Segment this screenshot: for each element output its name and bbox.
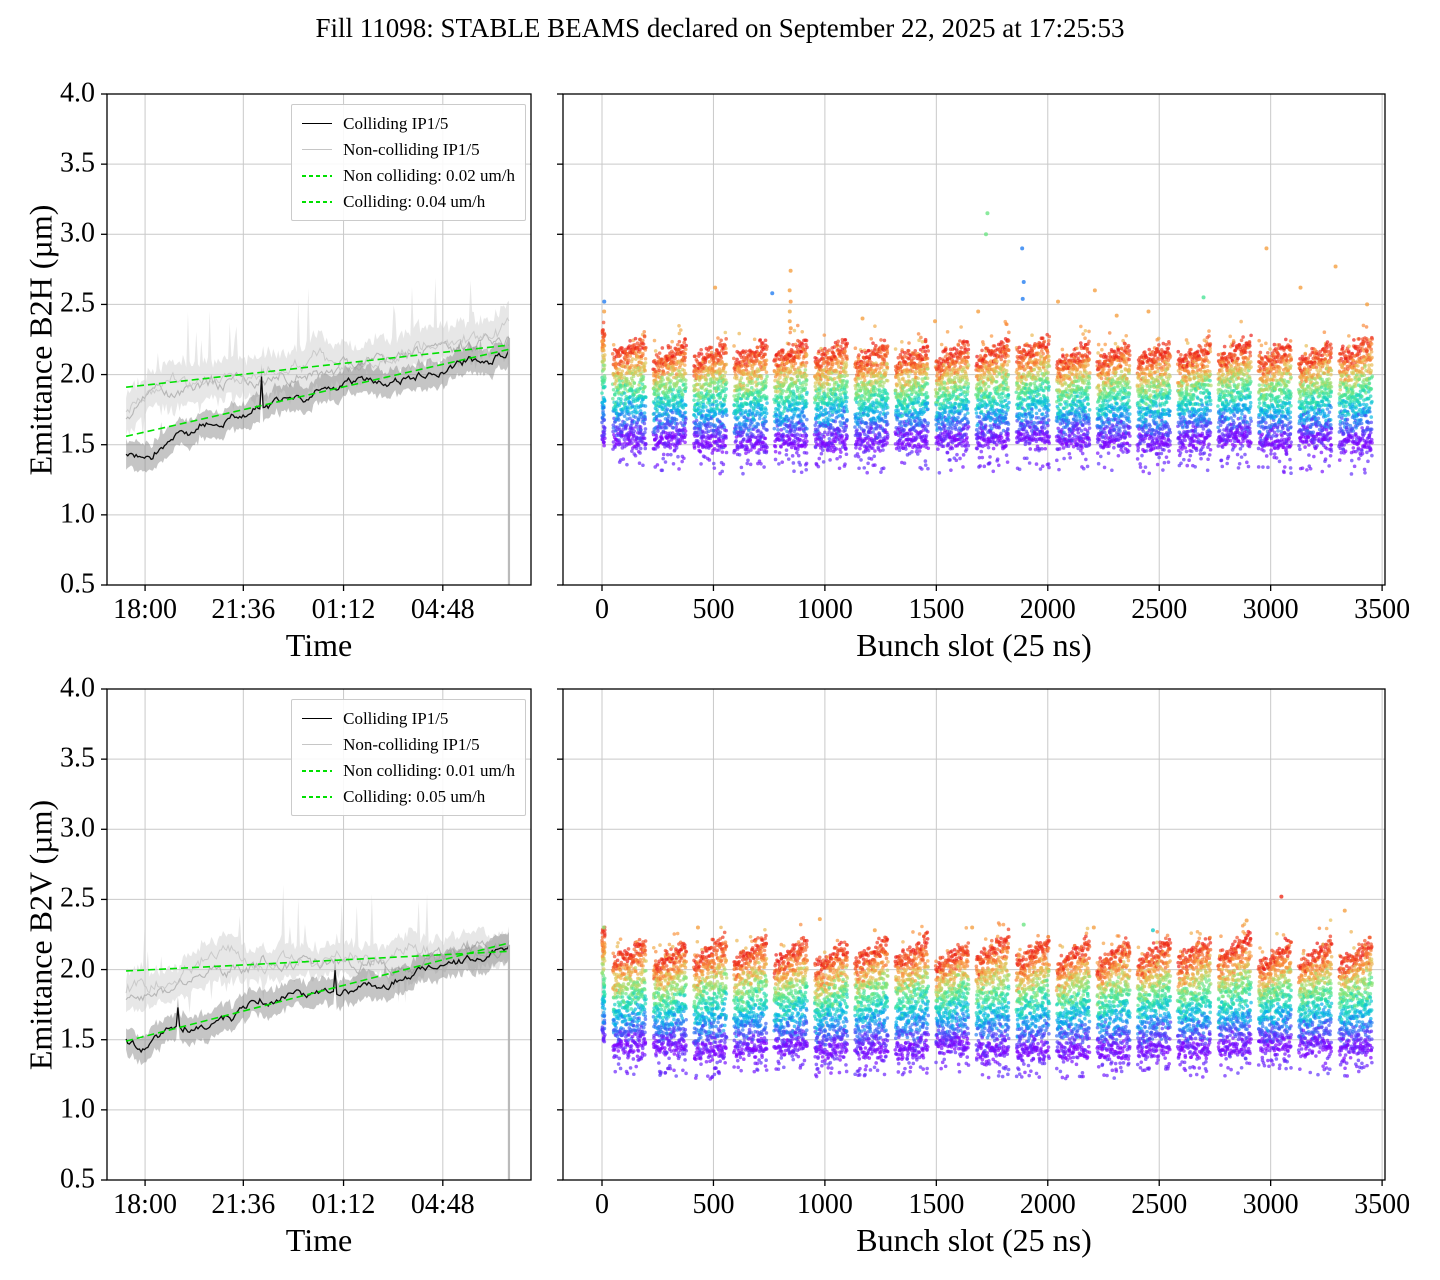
legend-entry: Non-colliding IP1/5 [302,734,515,755]
legend-entry: Non-colliding IP1/5 [302,139,515,160]
dashed-line-sample-icon [302,769,333,772]
legend-entry: Colliding IP1/5 [302,708,515,729]
legend-entry: Non colliding: 0.02 um/h [302,165,515,186]
x-tick-label: 3500 [1354,594,1411,625]
x-tick-label: 3000 [1242,594,1299,625]
legend-label: Non colliding: 0.02 um/h [343,165,515,185]
x-tick-label: 18:00 [113,1189,177,1220]
line-sample-icon [302,123,333,124]
dashed-line-sample-icon [302,200,333,203]
b2h-bunch-x-axis-label: Bunch slot (25 ns) [856,627,1092,663]
y-tick-label: 2.0 [60,952,95,984]
x-tick-label: 500 [692,594,735,625]
y-tick-label: 1.0 [60,1093,95,1125]
legend-label: Colliding IP1/5 [343,708,449,728]
legend-box: Colliding IP1/5 Non-colliding IP1/5 Non co… [291,104,526,221]
figure-title: Fill 11098: STABLE BEAMS declared on Sep… [315,13,1125,43]
y-tick-label: 0.5 [60,568,95,600]
legend-label: Non colliding: 0.01 um/h [343,760,515,780]
x-tick-label: 01:12 [311,1189,376,1220]
x-tick-label: 2500 [1131,594,1188,625]
line-sample-icon [302,718,333,719]
y-tick-label: 3.5 [60,742,95,774]
legend-entry: Colliding: 0.05 um/h [302,786,515,807]
y-tick-label: 2.0 [60,357,95,389]
line-sample-icon [302,149,333,150]
x-tick-label: 1000 [796,1189,853,1220]
y-tick-label: 1.5 [60,428,95,460]
x-tick-label: 1000 [796,594,853,625]
y-tick-label: 3.5 [60,147,95,179]
y-tick-label: 3.0 [60,217,95,249]
x-tick-label: 500 [692,1189,735,1220]
legend-label: Non-colliding IP1/5 [343,139,480,159]
legend-label: Colliding IP1/5 [343,113,449,133]
x-tick-label: 04:48 [410,1189,475,1220]
x-tick-label: 3500 [1354,1189,1411,1220]
y-tick-label: 2.5 [60,287,95,319]
y-tick-label: 4.0 [60,672,95,704]
x-tick-label: 18:00 [113,594,177,625]
b2h-time-x-axis-label: Time [285,627,353,663]
x-tick-label: 21:36 [211,1189,276,1220]
y-tick-label: 1.0 [60,498,95,530]
x-tick-label: 1500 [908,594,965,625]
x-tick-label: 04:48 [410,594,475,625]
x-tick-label: 21:36 [211,594,276,625]
x-tick-label: 0 [595,594,609,625]
y-tick-label: 1.5 [60,1023,95,1055]
legend-label: Colliding: 0.05 um/h [343,786,486,806]
dashed-line-sample-icon [302,795,333,798]
b2v-time-x-axis-label: Time [285,1222,353,1258]
legend-entry: Colliding IP1/5 [302,113,515,134]
line-sample-icon [302,744,333,745]
dashed-line-sample-icon [302,174,333,177]
legend-box: Colliding IP1/5 Non-colliding IP1/5 Non co… [291,699,526,816]
y-tick-label: 4.0 [60,77,95,109]
x-tick-label: 0 [595,1189,609,1220]
y-tick-label: 3.0 [60,812,95,844]
legend-entry: Colliding: 0.04 um/h [302,191,515,212]
x-tick-label: 1500 [908,1189,965,1220]
x-tick-label: 01:12 [311,594,376,625]
legend-label: Non-colliding IP1/5 [343,734,480,754]
legend-entry: Non colliding: 0.01 um/h [302,760,515,781]
x-tick-label: 2500 [1131,1189,1188,1220]
x-tick-label: 2000 [1019,594,1076,625]
x-tick-label: 2000 [1019,1189,1076,1220]
x-tick-label: 3000 [1242,1189,1299,1220]
y-tick-label: 2.5 [60,882,95,914]
y-tick-label: 0.5 [60,1163,95,1195]
legend-label: Colliding: 0.04 um/h [343,191,486,211]
b2v-bunch-x-axis-label: Bunch slot (25 ns) [856,1222,1092,1258]
